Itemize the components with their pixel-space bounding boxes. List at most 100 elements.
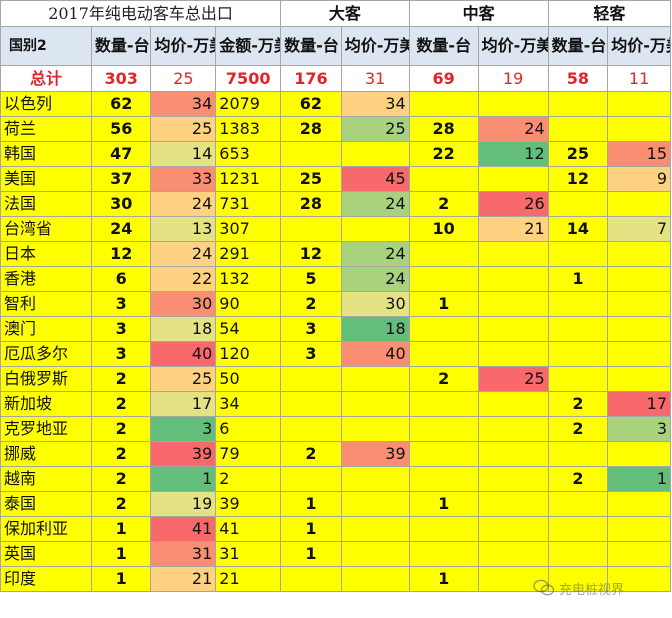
cell-large-avg: [340, 566, 410, 592]
col-country: 国别2: [0, 26, 92, 66]
cell-light-avg: [607, 366, 671, 392]
cell-medium-avg: [477, 341, 549, 367]
cell-country: 以色列: [0, 91, 92, 117]
cell-light-avg: 9: [607, 166, 671, 192]
cell-medium-qty: [408, 166, 479, 192]
cell-country: 保加利亚: [0, 516, 92, 542]
cell-large-qty: 25: [280, 166, 342, 192]
cell-large-avg: 18: [340, 316, 410, 342]
cell-country: 挪威: [0, 441, 92, 467]
cell-light-qty: 14: [547, 216, 609, 242]
cell-medium-avg: [477, 416, 549, 442]
cell-light-qty: 1: [547, 266, 609, 292]
cell-country: 澳门: [0, 316, 92, 342]
cell-light-avg: [607, 341, 671, 367]
cell-avg: 24: [150, 191, 217, 217]
cell-country: 越南: [0, 466, 92, 492]
cell-amount: 731: [215, 191, 282, 217]
cell-light-qty: [547, 116, 609, 142]
col-medium-qty: 数量-台: [408, 26, 479, 66]
cell-avg: 14: [150, 141, 217, 167]
cell-medium-avg: [477, 241, 549, 267]
cell-large-qty: 3: [280, 316, 342, 342]
total-label: 总计: [0, 65, 92, 92]
cell-avg: 24: [150, 241, 217, 267]
cell-large-qty: 62: [280, 91, 342, 117]
cell-country: 智利: [0, 291, 92, 317]
cell-country: 法国: [0, 191, 92, 217]
cell-country: 英国: [0, 541, 92, 567]
cell-amount: 6: [215, 416, 282, 442]
table-row: 澳门 3 18 54 3 18: [0, 316, 671, 342]
cell-avg: 21: [150, 566, 217, 592]
cell-qty: 2: [90, 366, 152, 392]
cell-medium-avg: 26: [477, 191, 549, 217]
cell-avg: 17: [150, 391, 217, 417]
cell-avg: 18: [150, 316, 217, 342]
cell-large-qty: 2: [280, 441, 342, 467]
cell-light-qty: [547, 541, 609, 567]
col-light-avg: 均价-万美元: [607, 26, 671, 66]
cell-light-qty: [547, 91, 609, 117]
cell-medium-qty: [408, 266, 479, 292]
cell-amount: 2079: [215, 91, 282, 117]
cell-large-qty: [280, 141, 342, 167]
cell-avg: 41: [150, 516, 217, 542]
cell-light-qty: 2: [547, 416, 609, 442]
cell-large-avg: [340, 391, 410, 417]
cell-light-qty: [547, 241, 609, 267]
cell-qty: 1: [90, 566, 152, 592]
cell-avg: 3: [150, 416, 217, 442]
group-light-header: 轻客: [547, 0, 672, 27]
cell-light-avg: 1: [607, 466, 671, 492]
col-large-qty: 数量-台: [280, 26, 342, 66]
cell-large-qty: 1: [280, 491, 342, 517]
cell-country: 荷兰: [0, 116, 92, 142]
table-row: 以色列 62 34 2079 62 34: [0, 91, 671, 117]
cell-medium-avg: [477, 166, 549, 192]
cell-light-avg: [607, 441, 671, 467]
cell-large-avg: 25: [340, 116, 410, 142]
cell-amount: 34: [215, 391, 282, 417]
cell-avg: 33: [150, 166, 217, 192]
cell-large-avg: [340, 541, 410, 567]
cell-medium-avg: 24: [477, 116, 549, 142]
cell-medium-qty: 1: [408, 491, 479, 517]
cell-light-qty: [547, 491, 609, 517]
col-qty: 数量-台: [90, 26, 152, 66]
cell-light-qty: [547, 516, 609, 542]
cell-amount: 1383: [215, 116, 282, 142]
cell-light-qty: [547, 191, 609, 217]
total-medium-qty: 69: [408, 65, 479, 92]
cell-light-avg: 17: [607, 391, 671, 417]
total-light-qty: 58: [547, 65, 609, 92]
cell-amount: 132: [215, 266, 282, 292]
cell-avg: 25: [150, 116, 217, 142]
cell-qty: 12: [90, 241, 152, 267]
cell-medium-avg: [477, 316, 549, 342]
cell-avg: 31: [150, 541, 217, 567]
cell-large-qty: 3: [280, 341, 342, 367]
cell-large-avg: 45: [340, 166, 410, 192]
cell-medium-qty: [408, 316, 479, 342]
watermark: 充电桩视界: [533, 576, 633, 600]
cell-medium-qty: [408, 241, 479, 267]
cell-light-avg: [607, 491, 671, 517]
cell-avg: 39: [150, 441, 217, 467]
cell-amount: 54: [215, 316, 282, 342]
cell-avg: 13: [150, 216, 217, 242]
table-row: 白俄罗斯 2 25 50 2 25: [0, 366, 671, 392]
cell-large-qty: [280, 466, 342, 492]
cell-qty: 1: [90, 541, 152, 567]
cell-medium-qty: 10: [408, 216, 479, 242]
wechat-icon: [533, 579, 555, 596]
table-row: 日本 12 24 291 12 24: [0, 241, 671, 267]
cell-qty: 2: [90, 466, 152, 492]
cell-large-avg: [340, 141, 410, 167]
export-table: 2017年纯电动客车总出口 大客 中客 轻客 国别2 数量-台 均价-万美元 金…: [0, 0, 672, 592]
cell-large-avg: 30: [340, 291, 410, 317]
cell-large-avg: 24: [340, 241, 410, 267]
cell-light-avg: [607, 516, 671, 542]
cell-amount: 50: [215, 366, 282, 392]
cell-large-avg: 39: [340, 441, 410, 467]
